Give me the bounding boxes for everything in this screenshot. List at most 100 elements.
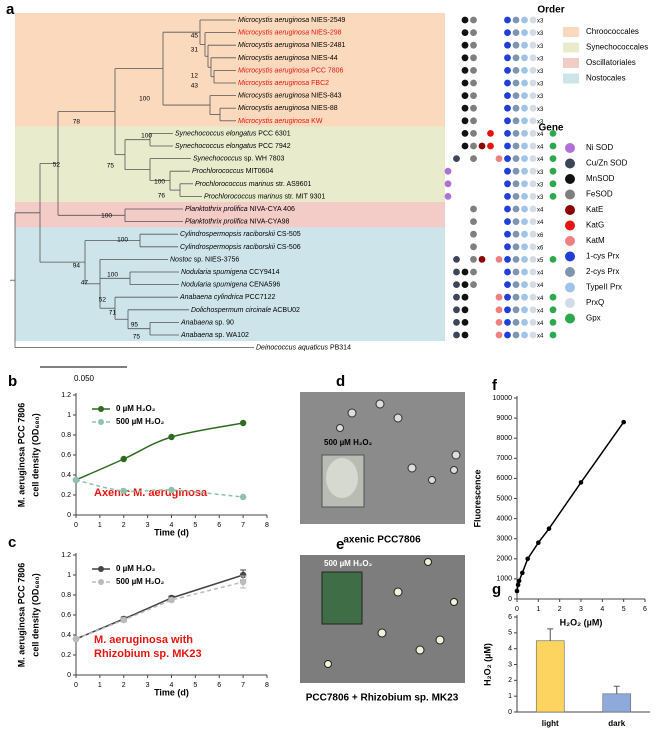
gene-dot (470, 142, 477, 150)
gene-dot (470, 256, 477, 263)
x-tick-label: 0 (515, 606, 519, 613)
gene-dot (521, 54, 528, 62)
gene-dot (478, 256, 486, 263)
panel-letter: d (336, 373, 345, 390)
species: Prochlorococcus (192, 168, 244, 175)
strain: sp. WH 7803 (244, 155, 285, 162)
data-point (72, 635, 80, 643)
y-tick-label: 5 (508, 630, 512, 637)
gene-dot (504, 281, 511, 288)
gene-dot (444, 193, 452, 200)
gene-dot (470, 104, 477, 112)
gene-dot (504, 331, 511, 339)
bootstrap-value: 52 (53, 162, 61, 169)
gene-dot (453, 331, 460, 339)
series-line (75, 422, 244, 481)
gene-dot (512, 130, 520, 137)
taxon-label: Microcystis aeruginosa NIES-843 (238, 92, 342, 99)
data-point (168, 596, 175, 604)
copy-number: x3 (537, 19, 544, 25)
gene-dot (521, 180, 528, 188)
y-tick-label: 4000 (496, 515, 512, 522)
species: Synechococcus elongatus (175, 130, 257, 137)
legend-label: 0 µM H₂O₂ (116, 564, 156, 573)
strain: CCY9414 (249, 269, 279, 276)
copy-number: x4 (537, 145, 544, 151)
gene-dot (495, 293, 503, 301)
gene-dot (504, 142, 511, 150)
species: Prochlorococcus marinus (195, 181, 274, 188)
gene-dot (521, 104, 528, 112)
legend-label: Cu/Zn SOD (586, 159, 628, 168)
strain: str. MIT 9301 (285, 193, 326, 200)
copy-number: x6 (537, 245, 544, 251)
gene-dot (512, 218, 520, 226)
bootstrap-value: 100 (107, 272, 118, 279)
copy-number: x4 (537, 271, 544, 277)
strain: str. AS9601 (276, 181, 312, 188)
y-tick-label: 0.2 (61, 652, 71, 659)
y-tick-label: 7000 (496, 455, 512, 462)
legend-marker (98, 419, 104, 425)
legend-title: Order (537, 5, 564, 16)
data-point (578, 480, 584, 485)
legend-label: TypeII Prx (586, 283, 622, 292)
gene-dot (504, 230, 511, 238)
x-tick-label: 0 (74, 682, 78, 689)
y-tick-label: 1 (508, 693, 512, 700)
copy-number: x4 (537, 334, 544, 340)
data-point (239, 578, 247, 586)
legend-label: KatM (586, 236, 605, 245)
strain: NIES-44 (311, 55, 338, 62)
taxon-label: Deinococcus aquaticus PB314 (256, 344, 351, 351)
x-tick-label: 4 (170, 682, 174, 689)
gene-dot (504, 155, 511, 163)
copy-number: x4 (537, 157, 544, 163)
copy-number: x4 (537, 308, 544, 314)
strain: PB314 (330, 344, 351, 351)
gene-dot (529, 79, 537, 87)
gene-dot (444, 180, 452, 188)
gene-dot (512, 41, 520, 49)
gene-dot (512, 67, 520, 74)
gene-dot (549, 193, 557, 200)
x-tick-label: 5 (193, 522, 197, 529)
gene-dot (470, 67, 477, 74)
gene-dot (461, 130, 469, 137)
taxon-label: Cylindrospermopsis raciborskii CS-505 (180, 231, 301, 238)
gene-dot (461, 79, 469, 87)
strain: sp. WA102 (215, 332, 249, 339)
inset-photo (321, 571, 363, 625)
gene-dot (504, 293, 511, 301)
gene-dot (495, 306, 503, 314)
gene-dot (521, 193, 528, 200)
x-tick-label: 7 (241, 522, 245, 529)
legend-label: Nostocales (586, 74, 626, 83)
copy-number: x4 (537, 220, 544, 226)
x-tick-label: 3 (146, 522, 150, 529)
x-tick-label: 3 (146, 682, 150, 689)
bootstrap-value: 75 (107, 163, 115, 170)
species: Planktothrix prolifica (185, 206, 248, 213)
gene-dot (470, 155, 477, 163)
copy-number: x3 (537, 56, 544, 62)
taxon-label: Anabaena sp. WA102 (180, 332, 249, 339)
taxon-label: Microcystis aeruginosa NIES-2549 (238, 17, 346, 24)
gene-dot (521, 167, 528, 175)
gene-dot (504, 67, 511, 74)
data-point (515, 582, 521, 588)
x-tick-label: 1 (98, 682, 102, 689)
gene-dot (549, 155, 557, 163)
y-tick-label: 2 (508, 677, 512, 684)
order-band (15, 126, 445, 203)
panel-letter: b (8, 373, 17, 390)
species: Microcystis aeruginosa (238, 80, 309, 87)
legend-swatch (565, 220, 575, 231)
taxon-label: Prochlorococcus MIT0604 (192, 168, 273, 175)
gene-dot (521, 331, 528, 339)
taxon-label: Cylindrospermopsis raciborskii CS-506 (180, 244, 301, 251)
species: Microcystis aeruginosa (238, 92, 309, 99)
data-point (239, 571, 247, 579)
bar (535, 640, 565, 713)
